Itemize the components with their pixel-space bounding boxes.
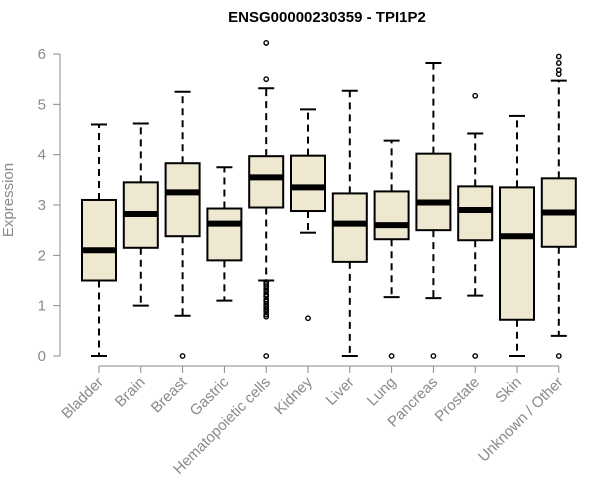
box-unknown-other [540,53,577,359]
box-kidney [290,108,326,322]
iqr-box [373,190,410,241]
y-axis-label: Expression [0,163,17,237]
x-tick-label: Prostate [431,374,483,426]
iqr-box [457,185,494,242]
outlier-point [472,92,479,99]
outlier-point [263,281,270,287]
y-tick-label: 0 [38,348,46,365]
box-brain [122,122,159,307]
outlier-point [263,76,270,83]
outlier-point [472,353,479,359]
box-breast [164,90,201,359]
x-tick-label: Brain [112,374,149,411]
y-tick-label: 6 [38,46,46,63]
iqr-box [164,162,201,238]
iqr-box [331,192,368,263]
iqr-box [499,186,535,321]
box-bladder [81,123,117,357]
x-tick-label: Lung [364,374,400,410]
box-prostate [457,92,494,359]
box-lung [373,139,410,359]
iqr-box [248,155,285,209]
x-tick-label: Bladder [58,374,107,423]
outlier-point [305,315,311,322]
outlier-point [263,311,270,318]
box-liver [331,89,368,357]
box-pancreas [415,62,452,359]
box-hematopoietic-cells [248,40,285,359]
outlier-point [388,353,395,359]
outlier-point [263,353,270,359]
outlier-point [555,53,562,60]
x-tick-label: Liver [323,374,358,409]
outlier-point [263,291,270,298]
outlier-point [555,67,562,74]
iqr-box [206,207,243,262]
y-tick-label: 5 [38,96,46,113]
iqr-box [415,152,452,232]
box-skin [499,114,535,357]
boxes-group [81,40,577,359]
y-tick-label: 1 [38,298,46,315]
x-tick-label: Breast [148,373,191,416]
box-gastric [206,166,243,302]
iqr-box [81,198,117,282]
x-tick-label: Skin [492,374,525,407]
chart-title: ENSG00000230359 - TPI1P2 [228,9,426,26]
y-axis: 0 1 2 3 4 5 6 [38,46,61,365]
iqr-box [290,154,326,213]
outlier-point [555,353,562,359]
outlier-point [263,279,270,285]
y-tick-label: 2 [38,247,46,264]
outlier-point [179,353,186,359]
x-tick-label: Kidney [271,373,316,418]
y-tick-label: 3 [38,197,46,214]
outlier-point [555,60,562,66]
outlier-point [430,353,437,359]
outlier-point [263,40,270,46]
y-tick-label: 4 [38,147,46,164]
